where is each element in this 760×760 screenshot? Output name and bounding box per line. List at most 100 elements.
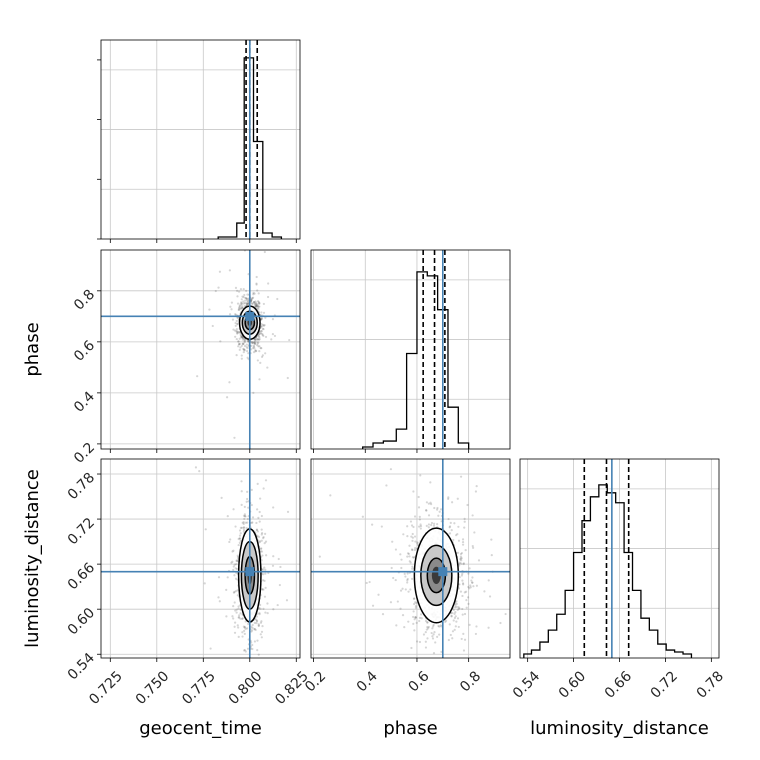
scatter-point [259, 621, 263, 624]
scatter-point [419, 474, 422, 477]
scatter-point [225, 615, 228, 618]
scatter-point [241, 295, 244, 298]
scatter-point [413, 618, 416, 621]
scatter-point [414, 547, 417, 550]
panel-frame [100, 249, 301, 450]
scatter-point [455, 605, 458, 608]
histogram-bin [407, 353, 417, 449]
scatter-point [399, 553, 402, 556]
scatter-point [247, 352, 250, 355]
scatter-point [456, 551, 460, 554]
scatter-point [256, 342, 259, 345]
panel-frame [100, 458, 301, 659]
scatter-point [447, 496, 450, 499]
scatter-point [241, 306, 244, 309]
scatter-point [263, 566, 266, 569]
scatter-point [242, 347, 245, 350]
scatter-point [413, 535, 417, 538]
scatter-point [238, 537, 241, 540]
scatter-point [250, 298, 253, 301]
panel-background [101, 459, 300, 658]
scatter-point [434, 641, 437, 644]
scatter-point [251, 516, 255, 519]
scatter-point [243, 304, 246, 308]
scatter-point [219, 340, 222, 343]
scatter-point [272, 506, 275, 509]
scatter-point [237, 543, 240, 547]
scatter-point [426, 637, 429, 640]
scatter-point [432, 524, 436, 527]
scatter-point [243, 301, 246, 304]
scatter-point [240, 503, 243, 506]
scatter-point [250, 488, 253, 491]
x-tick-label: 0.775 [179, 668, 219, 708]
scatter-point [234, 577, 238, 580]
scatter-point [433, 630, 436, 634]
scatter-point [488, 595, 492, 598]
scatter-point [285, 599, 289, 602]
scatter-point [272, 555, 275, 558]
scatter-point [256, 359, 259, 362]
scatter-point [260, 330, 263, 333]
scatter-point [414, 616, 417, 619]
scatter-point [406, 552, 410, 555]
histogram-bin [666, 650, 674, 658]
scatter-point [211, 324, 214, 328]
scatter-point [411, 567, 414, 570]
scatter-point [499, 621, 502, 625]
panel-background [311, 459, 510, 658]
scatter-point [394, 578, 397, 582]
scatter-point [437, 514, 440, 517]
scatter-point [259, 332, 262, 335]
scatter-point [237, 340, 240, 343]
x-tick-label: 0.750 [133, 668, 173, 708]
scatter-point [266, 612, 269, 615]
scatter-point [466, 596, 470, 599]
histogram-step [523, 484, 693, 658]
scatter-point [252, 350, 256, 354]
scatter-point [236, 589, 239, 592]
scatter-point [263, 595, 267, 598]
scatter-point [255, 621, 258, 625]
scatter-point [254, 303, 257, 306]
scatter-point [231, 318, 235, 321]
scatter-point [245, 500, 248, 503]
scatter-point [245, 526, 248, 530]
scatter-point [258, 606, 261, 610]
scatter-point [236, 289, 239, 293]
scatter-point [462, 583, 465, 586]
scatter-point [208, 308, 211, 311]
scatter-point [259, 547, 262, 550]
scatter-point [258, 345, 261, 348]
scatter-point [253, 301, 256, 304]
scatter-point [254, 349, 257, 352]
scatter-point [464, 548, 467, 552]
scatter-point [250, 641, 253, 644]
scatter-point [459, 590, 463, 593]
scatter-point [258, 612, 261, 615]
scatter-point [218, 270, 222, 273]
scatter-point [467, 602, 470, 605]
scatter-point [232, 549, 235, 552]
x-tick-label: 0.2 [302, 668, 329, 695]
scatter-point [244, 297, 248, 300]
scatter-point [243, 293, 246, 297]
panel-hist-luminosity_distance [519, 458, 720, 662]
truth-marker [245, 311, 255, 321]
scatter-point [411, 548, 414, 552]
scatter-point [414, 601, 417, 604]
scatter-point [411, 532, 414, 536]
histogram-bin [565, 590, 573, 658]
scatter-point [474, 490, 478, 493]
scatter-point [272, 608, 275, 611]
scatter-point [457, 539, 461, 542]
scatter-point [235, 329, 238, 333]
scatter-point [232, 328, 235, 331]
scatter-point [260, 514, 263, 518]
scatter-point [243, 626, 247, 629]
scatter-point [406, 534, 409, 538]
scatter-point [257, 335, 260, 338]
scatter-point [254, 340, 257, 343]
scatter-point [235, 327, 238, 331]
scatter-point [235, 608, 238, 611]
